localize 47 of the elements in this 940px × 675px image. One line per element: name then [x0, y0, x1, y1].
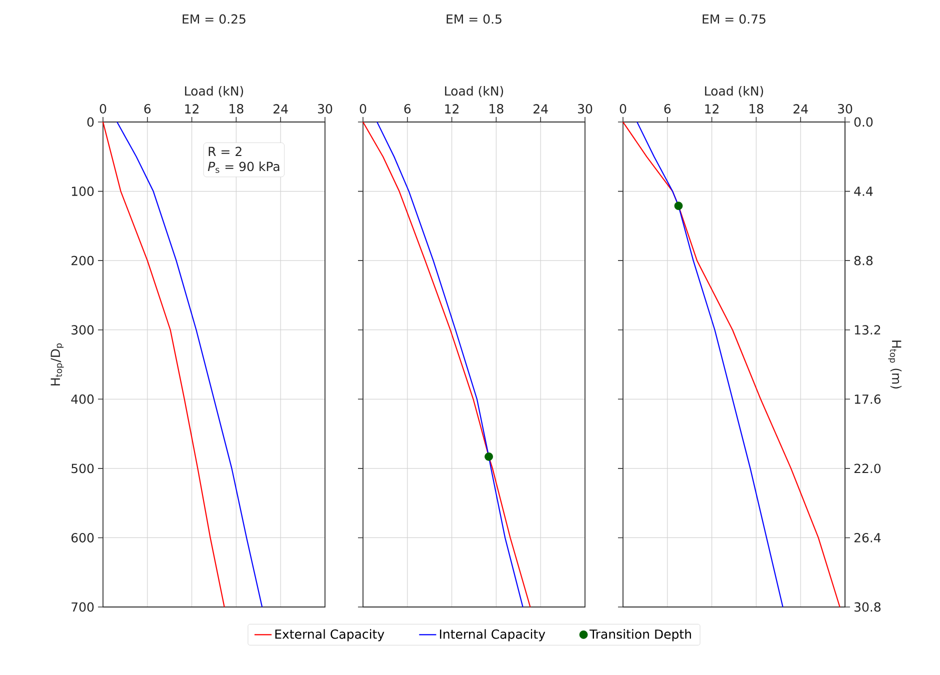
x-axis-title: Load (kN)	[445, 86, 504, 98]
x-tick-label: 24	[534, 104, 548, 114]
x-tick-label: 12	[445, 104, 458, 114]
y-axis-title: H$_{top}$/D$_{p}$	[50, 343, 64, 386]
y-tick-label: 200	[72, 256, 94, 266]
y-tick-label: 100	[72, 186, 94, 196]
text: 17.6	[854, 394, 881, 404]
y-tick-label: 300	[72, 325, 94, 335]
y-tick-label: 400	[71, 394, 94, 404]
legend-label: Transition Depth	[590, 629, 691, 642]
y2-axis-title: H$_{top}$ (m)	[888, 340, 902, 388]
x-tick-label: 30	[838, 104, 852, 114]
x-tick-label: 18	[750, 104, 764, 114]
chart-title: EM = 0.75	[702, 14, 766, 24]
x-axis-title: Load (kN)	[705, 86, 764, 98]
chart-title: EM = 0.25	[182, 14, 246, 24]
x-tick-label: 12	[705, 104, 718, 114]
text: 0.0	[854, 117, 873, 127]
y-tick-label: 600	[71, 532, 94, 542]
x-tick-label: 0	[620, 104, 626, 114]
text: 22.0	[854, 464, 881, 474]
y-tick-label: 700	[72, 602, 94, 612]
x-tick-label: 0	[360, 104, 366, 114]
x-axis-title: Load (kN)	[185, 86, 244, 98]
x-tick-label: 18	[230, 104, 244, 114]
text: 4.4	[854, 186, 873, 196]
x-tick-label: 24	[274, 104, 288, 114]
text: 13.2	[854, 325, 880, 335]
x-tick-label: 6	[144, 104, 151, 114]
x-tick-label: 18	[490, 104, 504, 114]
x-tick-label: 30	[578, 104, 592, 114]
y-tick-label: 500	[72, 464, 94, 474]
annotation: R = 2	[208, 146, 242, 156]
legend-label: Internal Capacity	[440, 629, 546, 642]
x-tick-label: 30	[318, 104, 332, 114]
text: 30.8	[854, 602, 881, 612]
legend-label: External Capacity	[275, 629, 384, 642]
text: 8.8	[854, 256, 873, 266]
x-tick-label: 0	[100, 104, 106, 114]
x-tick-label: 6	[664, 104, 671, 114]
x-tick-label: 12	[185, 104, 198, 114]
x-tick-label: 24	[794, 104, 808, 114]
chart-title: EM = 0.5	[446, 14, 502, 24]
y-tick-label: 0	[87, 117, 94, 127]
annotation: P$_{s}$ = 90 kPa	[208, 162, 280, 173]
text: 26.4	[854, 532, 881, 542]
x-tick-label: 6	[404, 104, 411, 114]
